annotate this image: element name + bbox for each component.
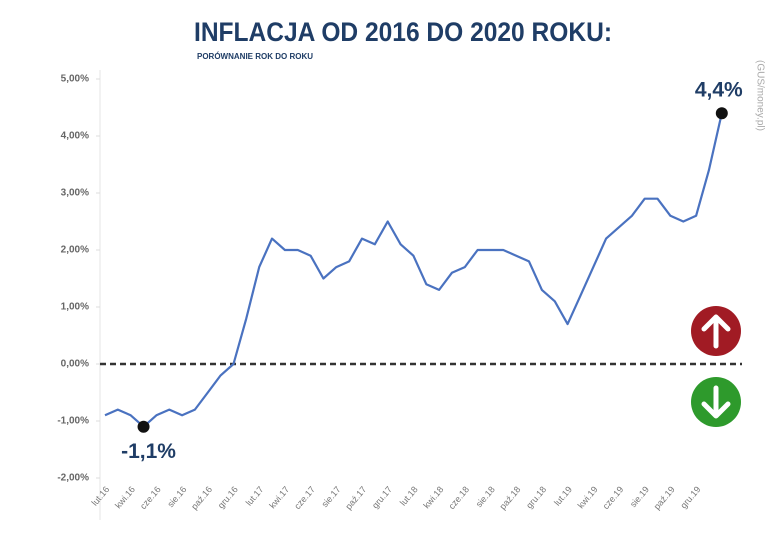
x-tick-label: cze.18 [446, 484, 471, 511]
y-tick-label: 3,00% [61, 188, 89, 199]
x-tick-label: gru.19 [678, 484, 702, 510]
data-label: 4,4% [695, 79, 743, 102]
chart-title: INFLACJA OD 2016 DO 2020 ROKU: [194, 17, 612, 47]
data-label: -1,1% [121, 440, 176, 463]
x-tick-label: lut.17 [244, 484, 266, 507]
y-tick-label: -1,00% [57, 416, 89, 427]
y-tick-label: 2,00% [61, 245, 89, 256]
x-tick-label: paź.18 [498, 484, 523, 511]
x-tick-label: sie.16 [165, 484, 188, 509]
line [104, 112, 723, 428]
source: (GUS/money.pl) [754, 60, 765, 131]
y-tick-label: 0,00% [61, 359, 89, 370]
x-tick-label: lut.18 [398, 484, 420, 507]
x-tick-label: gru.17 [370, 484, 394, 510]
x-tick-label: cze.19 [601, 484, 626, 511]
chart-subtitle: PORÓWNANIE ROK DO ROKU [197, 52, 313, 61]
x-tick-label: gru.16 [216, 484, 240, 510]
y-tick-label: 1,00% [61, 302, 89, 313]
y-tick-label: 5,00% [61, 74, 89, 85]
x-tick-label: sie.18 [474, 484, 497, 509]
x-tick-label: kwi.17 [267, 484, 291, 510]
y-tick-label: 4,00% [61, 131, 89, 142]
x-tick-label: cze.16 [138, 484, 163, 511]
x-tick-label: paź.17 [343, 484, 368, 511]
x-tick-label: paź.16 [189, 484, 214, 511]
up-icon [691, 306, 741, 356]
x-tick-label: sie.19 [628, 484, 651, 509]
point-marker [715, 107, 728, 120]
x-tick-label: sie.17 [320, 484, 343, 509]
x-tick-label: kwi.19 [576, 484, 600, 510]
x-tick-label: kwi.16 [113, 484, 137, 510]
x-tick-label: lut.19 [552, 484, 574, 507]
point-marker [137, 420, 150, 433]
x-tick-label: gru.18 [524, 484, 548, 510]
x-tick-label: cze.17 [292, 484, 317, 511]
down-icon [691, 377, 741, 427]
y-tick-label: -2,00% [57, 473, 89, 484]
x-tick-label: paź.19 [652, 484, 677, 511]
x-tick-label: kwi.18 [421, 484, 445, 510]
